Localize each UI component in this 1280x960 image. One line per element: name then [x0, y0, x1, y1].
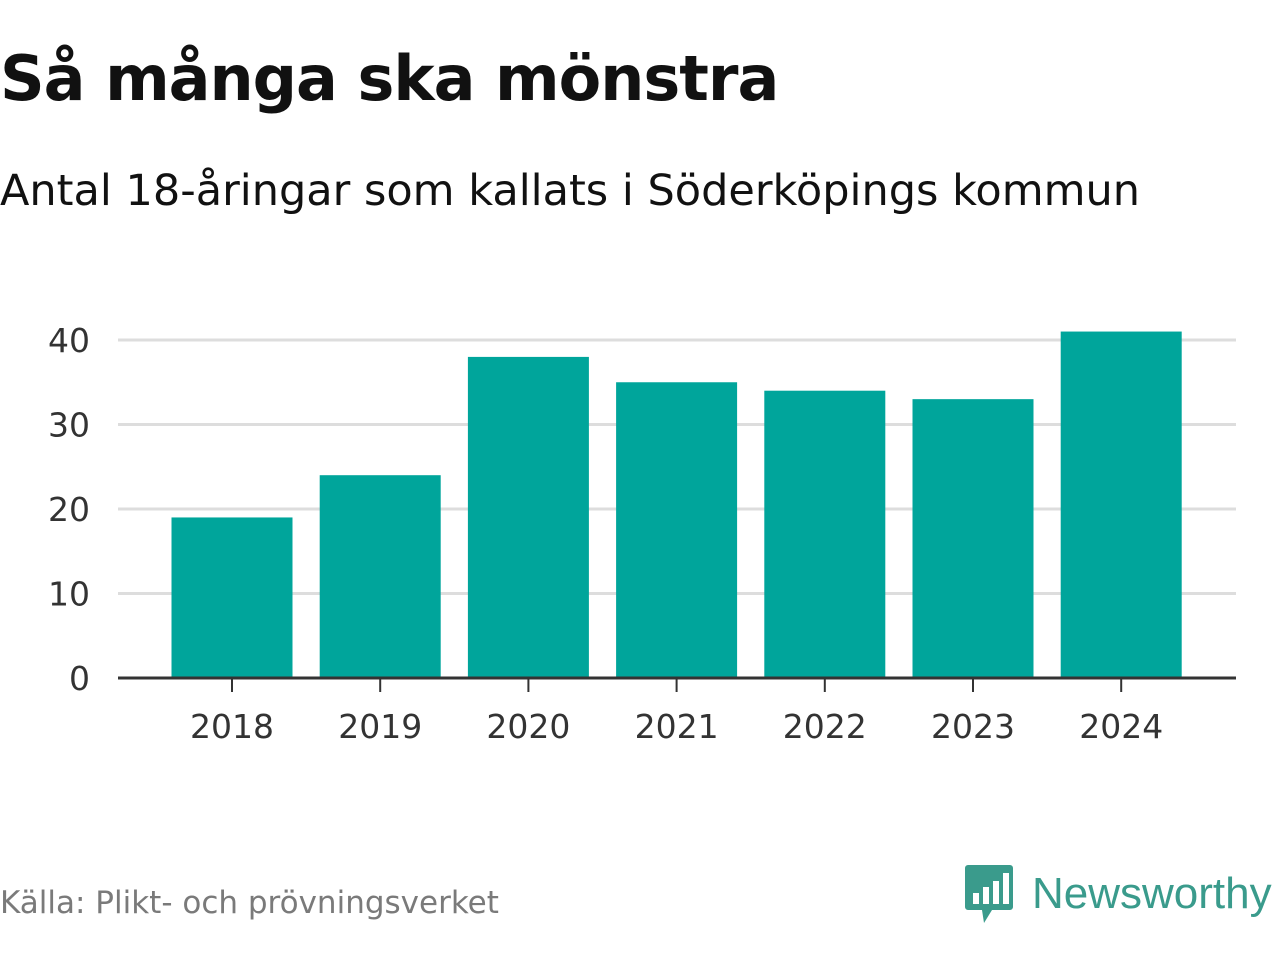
y-tick-label: 0 — [69, 659, 90, 698]
y-tick-label: 10 — [48, 575, 90, 614]
brand-name: Newsworthy — [1032, 869, 1272, 918]
x-tick-label: 2024 — [1079, 707, 1163, 746]
chart-subtitle: Antal 18-åringar som kallats i Söderköpi… — [0, 166, 1141, 216]
bar-2023 — [912, 399, 1034, 678]
x-tick-label: 2020 — [486, 707, 570, 746]
bar-2020 — [467, 356, 589, 678]
y-tick-label: 30 — [48, 406, 90, 445]
bar-2022 — [764, 390, 886, 678]
x-tick-label: 2023 — [931, 707, 1015, 746]
x-tick-label: 2022 — [783, 707, 867, 746]
x-tick-label: 2018 — [190, 707, 274, 746]
bar-2018 — [171, 517, 293, 678]
chart-title: Så många ska mönstra — [0, 42, 779, 115]
bar-2021 — [616, 382, 738, 678]
bar-2024 — [1060, 331, 1182, 678]
newsworthy-logo-icon — [965, 865, 1013, 923]
brand-logo: Newsworthy — [964, 862, 1272, 926]
y-tick-label: 20 — [48, 490, 90, 529]
bar-2019 — [319, 475, 441, 678]
y-tick-label: 40 — [48, 321, 90, 360]
bars — [171, 331, 1182, 678]
source-note: Källa: Plikt- och prövningsverket — [0, 885, 499, 921]
x-tick-label: 2021 — [635, 707, 719, 746]
axes: 0 10 20 30 40 2018 2019 2020 2021 2022 2023 2024 — [48, 321, 1236, 746]
x-tick-label: 2019 — [338, 707, 422, 746]
